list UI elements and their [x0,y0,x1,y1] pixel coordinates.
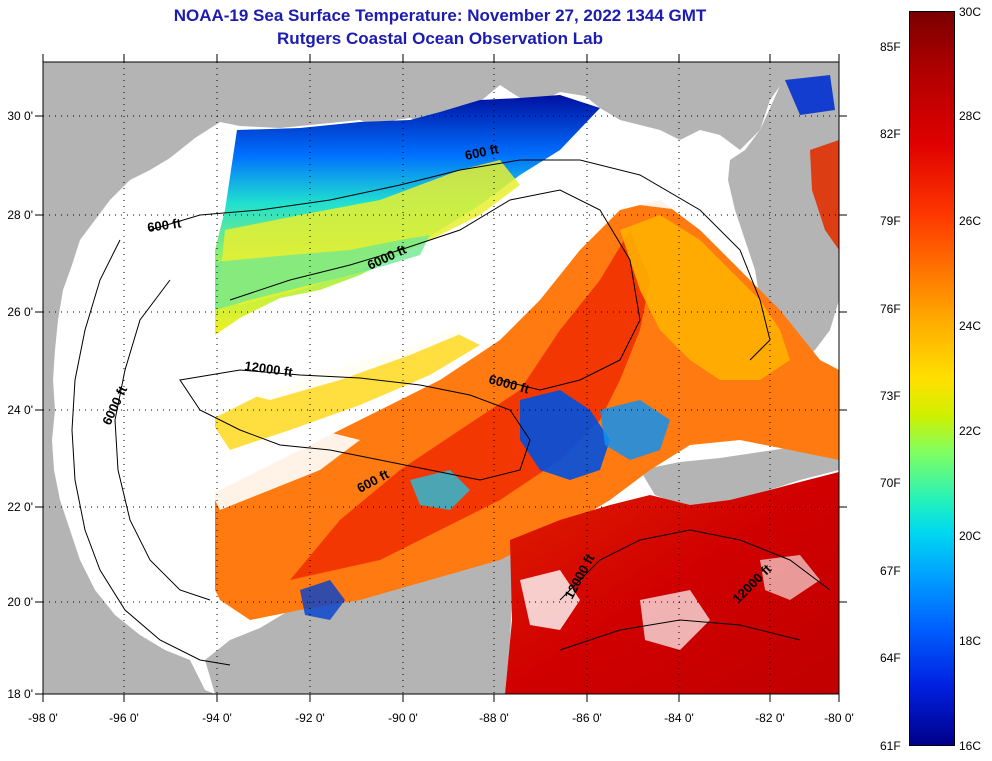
lat-label-22: 22 0' [7,500,33,514]
lon-label-90: -90 0' [388,711,418,725]
sst-caribbean [505,472,839,694]
colorbar-c-26: 26C [959,214,982,228]
land-us-gulf-coast [43,62,839,694]
lon-label-98: -98 0' [28,711,58,725]
lat-label-26: 26 0' [7,305,33,319]
lon-label-86: -86 0' [572,711,602,725]
lon-label-88: -88 0' [479,711,509,725]
colorbar-f-67: 67F [880,564,901,578]
lat-label-24: 24 0' [7,403,33,417]
lon-label-96: -96 0' [109,711,139,725]
map-title: NOAA-19 Sea Surface Temperature: Novembe… [173,6,707,25]
colorbar-c-30: 30C [959,5,982,19]
cloud-south-band [200,430,360,510]
contour-label-600ft-north: 600 ft [464,141,501,163]
lon-label-80: -80 0' [824,711,854,725]
sst-central-yellow [210,330,480,450]
colorbar-c-18: 18C [959,634,982,648]
lon-label-82: -82 0' [755,711,785,725]
contour-label-600ft-west: 600 ft [146,215,182,235]
colorbar-f-76: 76F [880,302,901,316]
map-subtitle: Rutgers Coastal Ocean Observation Lab [277,29,603,48]
colorbar-f-73: 73F [880,389,901,403]
sst-cool-eddy-3 [300,580,345,620]
colorbar-f-64: 64F [880,651,901,665]
cloud-northeast [560,120,700,210]
lat-label-28: 28 0' [7,208,33,222]
colorbar-f-85: 85F [880,40,901,54]
sst-atlantic-east [810,140,839,250]
colorbar-c-24: 24C [959,319,982,333]
cloud-interior-west [75,250,215,650]
colorbar-f-61: 61F [880,739,901,753]
bathymetry-contours [71,159,831,666]
contour-12000ft [179,369,531,481]
graticule [43,62,839,694]
lon-label-94: -94 0' [202,711,232,725]
sst-cool-eddy-2 [600,400,670,460]
colorbar-c-16: 16C [959,739,982,753]
sst-cool-eddy-4 [410,470,470,510]
lat-label-18: 18 0' [7,687,33,701]
lat-label-30: 30 0' [7,109,33,123]
sst-west-florida-shelf [620,215,790,380]
map-border [42,61,840,695]
contour-600ft [71,159,771,666]
land-cuba [640,440,839,505]
contour-6000ft-north [229,189,641,391]
temperature-colorbar [909,11,955,746]
sst-loop-current-red [290,230,650,580]
colorbar-f-79: 79F [880,214,901,228]
colorbar-c-20: 20C [959,529,982,543]
tick-marks [35,54,847,702]
lat-label-20: 20 0' [7,595,33,609]
sst-caribbean-cloud-2 [640,590,710,650]
lon-label-92: -92 0' [295,711,325,725]
contour-caribbean [559,529,831,651]
contour-6000ft-west [114,279,211,601]
colorbar-f-70: 70F [880,476,901,490]
colorbar-c-28: 28C [959,109,982,123]
cloud-central-band [230,200,555,400]
colorbar-f-82: 82F [880,127,901,141]
sst-cool-eddy-1 [520,390,610,480]
contour-label-12000ft-central: 12000 ft [244,358,295,380]
lon-label-84: -84 0' [664,711,694,725]
sst-shelf-green [215,235,430,310]
sst-caribbean-cloud-3 [760,555,820,600]
colorbar-c-22: 22C [959,424,982,438]
sst-caribbean-cloud-1 [520,570,580,630]
sst-atlantic-north-blue [785,75,835,115]
